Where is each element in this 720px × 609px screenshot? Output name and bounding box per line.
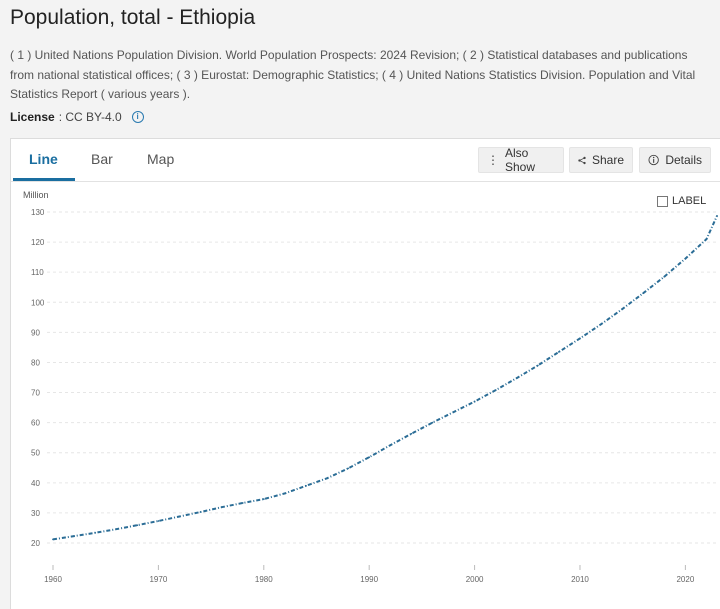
data-point[interactable] (642, 292, 645, 295)
chart-tabs: Line Bar Map ⋮ Also Show Share Details (11, 139, 720, 182)
page-title: Population, total - Ethiopia (10, 6, 256, 29)
data-point[interactable] (115, 528, 118, 531)
data-point[interactable] (199, 511, 202, 513)
data-point[interactable] (431, 421, 434, 424)
data-point[interactable] (684, 257, 687, 260)
data-point[interactable] (283, 492, 286, 495)
tab-map[interactable]: Map (147, 151, 175, 167)
data-point[interactable] (262, 498, 265, 500)
data-point[interactable] (558, 351, 560, 353)
y-tick-label: 120 (31, 238, 45, 247)
also-show-label: Also Show (505, 146, 536, 174)
series-line[interactable] (52, 215, 718, 541)
data-point[interactable] (326, 477, 328, 480)
data-point[interactable] (716, 215, 718, 217)
details-button[interactable]: Details (639, 147, 711, 173)
data-point[interactable] (410, 432, 413, 435)
tab-line[interactable]: Line (29, 151, 58, 167)
chart-panel: Line Bar Map ⋮ Also Show Share Details L… (10, 138, 720, 609)
label-checkbox[interactable] (657, 195, 668, 207)
label-toggle-text: LABEL (672, 195, 707, 207)
info-circle-icon (648, 154, 659, 166)
data-point[interactable] (347, 467, 350, 470)
data-point[interactable] (178, 515, 181, 518)
data-point[interactable] (621, 308, 624, 311)
data-point[interactable] (52, 538, 54, 541)
x-tick-label: 2010 (571, 575, 589, 584)
license: License : CC BY-4.0 i (10, 110, 144, 124)
info-icon[interactable]: i (131, 111, 144, 123)
data-point[interactable] (705, 238, 708, 240)
y-tick-label: 130 (31, 208, 45, 217)
data-point[interactable] (494, 389, 497, 392)
source-note: ( 1 ) United Nations Population Division… (10, 48, 696, 101)
data-point[interactable] (157, 520, 160, 522)
y-tick-label: 30 (31, 509, 40, 518)
data-point[interactable] (94, 531, 97, 534)
data-point[interactable] (368, 456, 371, 459)
y-tick-label: 80 (31, 358, 40, 367)
details-label: Details (665, 153, 702, 167)
data-point[interactable] (389, 444, 392, 447)
share-label: Share (591, 153, 624, 167)
kebab-icon: ⋮ (487, 153, 499, 167)
y-tick-label: 40 (31, 479, 40, 488)
data-point[interactable] (241, 502, 244, 504)
data-point[interactable] (600, 323, 602, 326)
share-icon (578, 156, 586, 164)
license-value: : CC BY-4.0 (58, 110, 122, 124)
y-unit-label: Million (23, 190, 49, 200)
y-tick-label: 90 (31, 328, 40, 337)
active-tab-indicator (13, 178, 75, 181)
data-point[interactable] (305, 484, 307, 487)
data-point[interactable] (473, 400, 476, 403)
x-tick-label: 1960 (44, 575, 62, 584)
data-point[interactable] (579, 337, 581, 340)
y-tick-label: 20 (31, 539, 40, 548)
x-tick-label: 2020 (676, 575, 694, 584)
y-tick-label: 110 (31, 268, 44, 277)
data-point[interactable] (663, 275, 666, 278)
tab-bar[interactable]: Bar (91, 151, 113, 167)
data-point[interactable] (515, 377, 518, 380)
y-tick-label: 100 (31, 298, 45, 307)
x-tick-label: 1980 (255, 575, 273, 584)
x-tick-label: 1990 (360, 575, 378, 584)
y-tick-label: 50 (31, 449, 40, 458)
share-button[interactable]: Share (569, 147, 633, 173)
data-point[interactable] (73, 535, 75, 537)
label-toggle[interactable]: LABEL (657, 195, 706, 207)
y-tick-label: 70 (31, 389, 40, 398)
license-label: License (10, 110, 55, 124)
y-tick-label: 60 (31, 419, 40, 428)
line-chart: Million 20 30 40 50 60 70 80 90 100 110 120 130 1960 1… (23, 190, 718, 584)
data-point[interactable] (536, 364, 539, 367)
x-tick-label: 1970 (149, 575, 167, 584)
data-point[interactable] (452, 411, 455, 414)
data-point[interactable] (220, 506, 223, 509)
x-tick-label: 2000 (466, 575, 484, 584)
also-show-button[interactable]: ⋮ Also Show (478, 146, 564, 174)
data-point[interactable] (136, 524, 139, 527)
